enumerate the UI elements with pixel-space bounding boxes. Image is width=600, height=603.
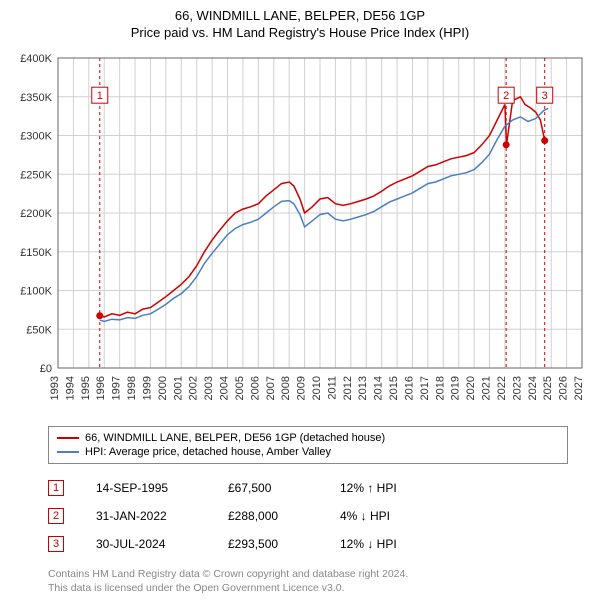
transaction-row: 1 14-SEP-1995 £67,500 12% ↑ HPI bbox=[48, 474, 568, 502]
transaction-price: £293,500 bbox=[228, 537, 308, 551]
transaction-marker: 1 bbox=[48, 480, 64, 496]
transaction-row: 3 30-JUL-2024 £293,500 12% ↓ HPI bbox=[48, 530, 568, 558]
transaction-date: 31-JAN-2022 bbox=[96, 509, 196, 523]
price-chart: £0 £50K £100K £150K £200K £250K £300K £350K £400… bbox=[8, 48, 592, 418]
svg-text:2011: 2011 bbox=[326, 376, 338, 400]
svg-text:2015: 2015 bbox=[388, 376, 400, 400]
svg-text:2013: 2013 bbox=[357, 376, 369, 400]
transaction-price: £67,500 bbox=[228, 481, 308, 495]
attribution-line: This data is licensed under the Open Gov… bbox=[48, 582, 568, 596]
chart-subtitle: Price paid vs. HM Land Registry's House … bbox=[8, 25, 592, 40]
svg-text:1994: 1994 bbox=[64, 376, 76, 400]
svg-text:2024: 2024 bbox=[527, 376, 539, 400]
svg-text:2000: 2000 bbox=[157, 376, 169, 400]
chart-container: 66, WINDMILL LANE, BELPER, DE56 1GP Pric… bbox=[8, 8, 592, 595]
legend-swatch bbox=[57, 437, 79, 439]
legend: 66, WINDMILL LANE, BELPER, DE56 1GP (det… bbox=[48, 426, 568, 464]
svg-text:1998: 1998 bbox=[126, 376, 138, 400]
svg-text:2027: 2027 bbox=[573, 376, 585, 400]
svg-text:£400K: £400K bbox=[20, 53, 52, 65]
svg-text:£300K: £300K bbox=[20, 131, 52, 143]
transaction-diff: 12% ↑ HPI bbox=[340, 481, 440, 495]
transaction-marker: 3 bbox=[48, 536, 64, 552]
svg-text:2009: 2009 bbox=[296, 376, 308, 400]
attribution: Contains HM Land Registry data © Crown c… bbox=[48, 568, 568, 595]
svg-text:2005: 2005 bbox=[234, 376, 246, 400]
svg-text:2001: 2001 bbox=[172, 376, 184, 400]
svg-text:2019: 2019 bbox=[450, 376, 462, 400]
svg-text:£0: £0 bbox=[40, 363, 52, 375]
chart-title: 66, WINDMILL LANE, BELPER, DE56 1GP bbox=[8, 8, 592, 23]
svg-text:2020: 2020 bbox=[465, 376, 477, 400]
svg-text:1999: 1999 bbox=[141, 376, 153, 400]
svg-text:£250K: £250K bbox=[20, 169, 52, 181]
svg-text:£350K: £350K bbox=[20, 92, 52, 104]
transaction-diff: 12% ↓ HPI bbox=[340, 537, 440, 551]
svg-text:2012: 2012 bbox=[342, 376, 354, 400]
legend-item: 66, WINDMILL LANE, BELPER, DE56 1GP (det… bbox=[57, 431, 559, 445]
svg-text:2023: 2023 bbox=[511, 376, 523, 400]
svg-text:£100K: £100K bbox=[20, 286, 52, 298]
svg-text:2022: 2022 bbox=[496, 376, 508, 400]
svg-text:2003: 2003 bbox=[203, 376, 215, 400]
svg-text:2017: 2017 bbox=[419, 376, 431, 400]
svg-text:2002: 2002 bbox=[188, 376, 200, 400]
svg-text:1995: 1995 bbox=[80, 376, 92, 400]
transactions-table: 1 14-SEP-1995 £67,500 12% ↑ HPI 2 31-JAN-2022… bbox=[48, 474, 568, 558]
svg-text:1993: 1993 bbox=[49, 376, 61, 400]
svg-text:2014: 2014 bbox=[373, 376, 385, 400]
svg-text:2008: 2008 bbox=[280, 376, 292, 400]
transaction-date: 14-SEP-1995 bbox=[96, 481, 196, 495]
svg-text:1997: 1997 bbox=[111, 376, 123, 400]
svg-text:2016: 2016 bbox=[403, 376, 415, 400]
legend-swatch bbox=[57, 451, 79, 453]
svg-text:2: 2 bbox=[503, 90, 509, 102]
legend-item: HPI: Average price, detached house, Ambe… bbox=[57, 445, 559, 459]
svg-text:1996: 1996 bbox=[95, 376, 107, 400]
svg-text:2006: 2006 bbox=[249, 376, 261, 400]
svg-text:2021: 2021 bbox=[481, 376, 493, 400]
svg-text:3: 3 bbox=[542, 90, 548, 102]
transaction-date: 30-JUL-2024 bbox=[96, 537, 196, 551]
svg-text:2007: 2007 bbox=[265, 376, 277, 400]
svg-text:£150K: £150K bbox=[20, 247, 52, 259]
svg-text:£200K: £200K bbox=[20, 208, 52, 220]
transaction-row: 2 31-JAN-2022 £288,000 4% ↓ HPI bbox=[48, 502, 568, 530]
transaction-price: £288,000 bbox=[228, 509, 308, 523]
svg-text:£50K: £50K bbox=[26, 324, 52, 336]
svg-text:2026: 2026 bbox=[558, 376, 570, 400]
attribution-line: Contains HM Land Registry data © Crown c… bbox=[48, 568, 568, 582]
legend-label: HPI: Average price, detached house, Ambe… bbox=[85, 446, 331, 458]
svg-text:1: 1 bbox=[97, 90, 103, 102]
svg-text:2004: 2004 bbox=[219, 376, 231, 400]
transaction-marker: 2 bbox=[48, 508, 64, 524]
legend-label: 66, WINDMILL LANE, BELPER, DE56 1GP (det… bbox=[85, 432, 385, 444]
svg-text:2018: 2018 bbox=[434, 376, 446, 400]
transaction-diff: 4% ↓ HPI bbox=[340, 509, 440, 523]
svg-text:2010: 2010 bbox=[311, 376, 323, 400]
svg-text:2025: 2025 bbox=[542, 376, 554, 400]
